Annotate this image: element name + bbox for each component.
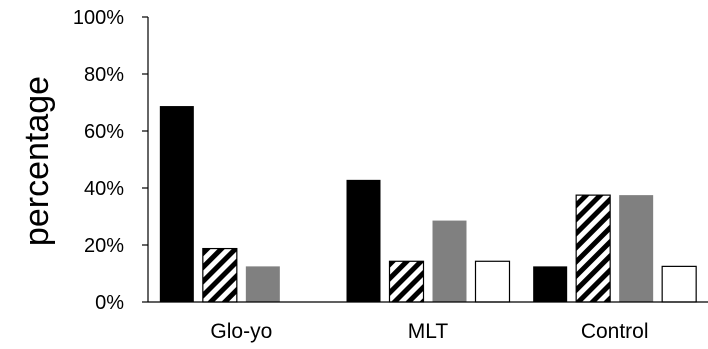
bar-mlt-solid-gray (432, 220, 467, 302)
bar-control-solid-gray (619, 195, 654, 302)
y-tick-label: 40% (84, 178, 124, 200)
bar-control-white-outline (661, 265, 697, 303)
bar-mlt-white-outline (474, 260, 511, 303)
y-tick-label: 60% (84, 121, 124, 143)
bar-mlt-solid-black (346, 179, 381, 302)
bar-glo-yo-solid-gray (245, 266, 280, 302)
y-tick-label: 20% (84, 235, 124, 257)
x-category-label: Glo-yo (210, 320, 272, 343)
bar-mlt-diagonal-hatch (388, 260, 425, 303)
y-axis-title: percentage (18, 76, 56, 246)
y-tick-label: 80% (84, 64, 124, 86)
bar-glo-yo-diagonal-hatch (202, 247, 238, 303)
y-tick-label: 0% (95, 292, 124, 314)
bar-control-solid-black (533, 266, 568, 302)
bar-glo-yo-solid-black (159, 106, 194, 302)
x-category-label: Control (581, 320, 649, 343)
y-tick-label: 100% (73, 7, 124, 29)
bar-control-diagonal-hatch (575, 194, 611, 303)
x-category-label: MLT (408, 320, 449, 343)
